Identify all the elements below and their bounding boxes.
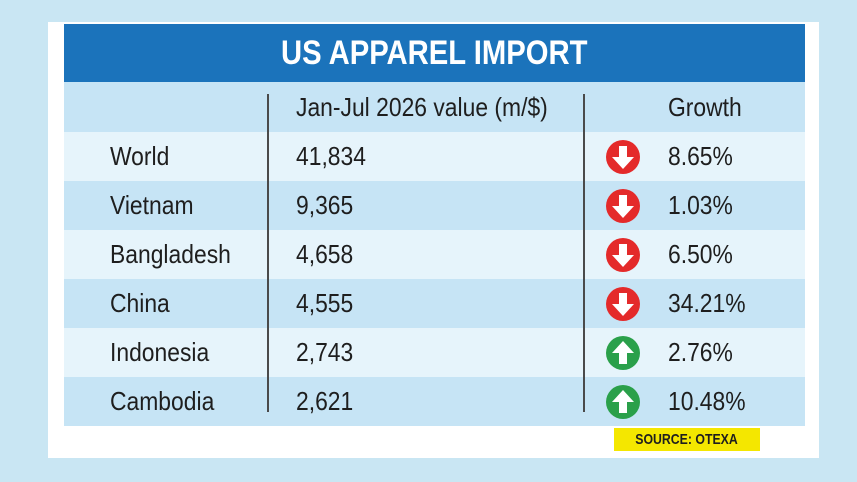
value-cell: 4,555 [296,288,354,318]
table-row: Vietnam 9,365 1.03% [64,181,805,230]
source-badge: SOURCE: OTEXA [614,428,760,451]
column-divider-right [583,94,585,412]
country-cell: Bangladesh [110,239,231,269]
country-cell: Cambodia [110,386,215,416]
table-row: Cambodia 2,621 10.48% [64,377,805,426]
value-cell: 2,621 [296,386,354,416]
column-header-value: Jan-Jul 2026 value (m/$) [296,91,548,122]
table-header-row: Jan-Jul 2026 value (m/$) Growth [64,82,805,132]
column-divider-left [267,94,269,412]
value-cell: 2,743 [296,337,354,367]
country-cell: China [110,288,170,318]
country-cell: Indonesia [110,337,210,367]
table-row: World 41,834 8.65% [64,132,805,181]
growth-up-arrow-icon [606,385,640,419]
value-cell: 9,365 [296,190,354,220]
growth-cell: 10.48% [668,386,746,416]
growth-cell: 6.50% [668,239,733,269]
growth-cell: 2.76% [668,337,733,367]
title-bar: US APPAREL IMPORT [64,24,805,82]
table-row: China 4,555 34.21% [64,279,805,328]
chart-title: US APPAREL IMPORT [281,33,588,72]
growth-down-arrow-icon [606,189,640,223]
growth-up-arrow-icon [606,336,640,370]
growth-cell: 34.21% [668,288,746,318]
table-row: Bangladesh 4,658 6.50% [64,230,805,279]
country-cell: Vietnam [110,190,194,220]
growth-down-arrow-icon [606,238,640,272]
growth-cell: 1.03% [668,190,733,220]
value-cell: 4,658 [296,239,354,269]
table-row: Indonesia 2,743 2.76% [64,328,805,377]
column-header-growth: Growth [668,91,742,122]
growth-cell: 8.65% [668,141,733,171]
infographic-card: US APPAREL IMPORT Jan-Jul 2026 value (m/… [48,22,819,458]
value-cell: 41,834 [296,141,366,171]
import-table: Jan-Jul 2026 value (m/$) Growth World 41,… [64,82,805,426]
growth-down-arrow-icon [606,287,640,321]
country-cell: World [110,141,170,171]
growth-down-arrow-icon [606,140,640,174]
